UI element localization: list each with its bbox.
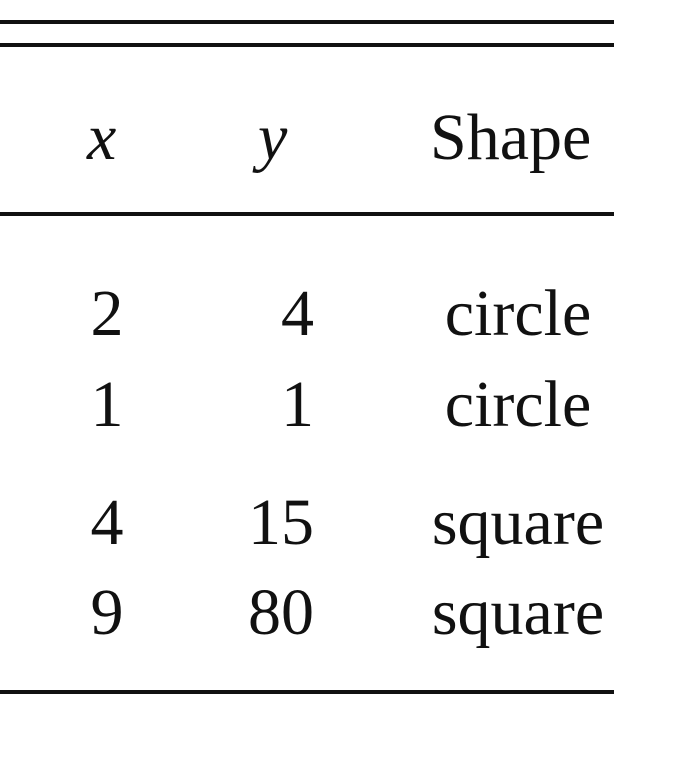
cell-shape-row-1: circle [444, 277, 592, 350]
cell-x-row-3: 4 [90, 486, 124, 559]
cell-shape-row-3: square [431, 486, 605, 559]
header-y: y [258, 101, 288, 174]
cell-shape-row-2: circle [444, 368, 592, 441]
table-rule-top-secondary [0, 43, 614, 47]
table-rule-top-primary [0, 20, 614, 24]
table-rule-bottom [0, 690, 614, 694]
header-shape: Shape [430, 101, 592, 174]
cell-x-row-2: 1 [90, 368, 124, 441]
cell-shape-row-4: square [431, 576, 605, 649]
cell-x-row-1: 2 [90, 277, 124, 350]
cell-y-row-4: 80 [248, 576, 314, 649]
cell-y-row-3: 15 [248, 486, 314, 559]
cell-y-row-1: 4 [281, 277, 314, 350]
header-x: x [87, 101, 117, 174]
cell-y-row-2: 1 [281, 368, 314, 441]
cell-x-row-4: 9 [90, 576, 124, 649]
table-rule-mid [0, 212, 614, 216]
